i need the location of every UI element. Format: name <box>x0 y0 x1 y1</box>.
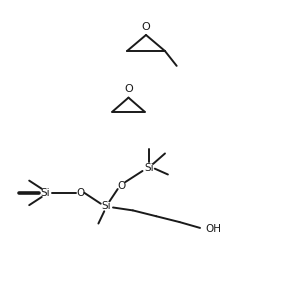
Text: Si: Si <box>102 201 111 211</box>
Text: O: O <box>124 85 133 95</box>
Text: O: O <box>117 181 125 191</box>
Text: Si: Si <box>41 188 50 198</box>
Text: O: O <box>76 188 84 198</box>
Text: OH: OH <box>205 224 221 234</box>
Text: Si: Si <box>144 163 154 173</box>
Text: O: O <box>142 22 150 32</box>
